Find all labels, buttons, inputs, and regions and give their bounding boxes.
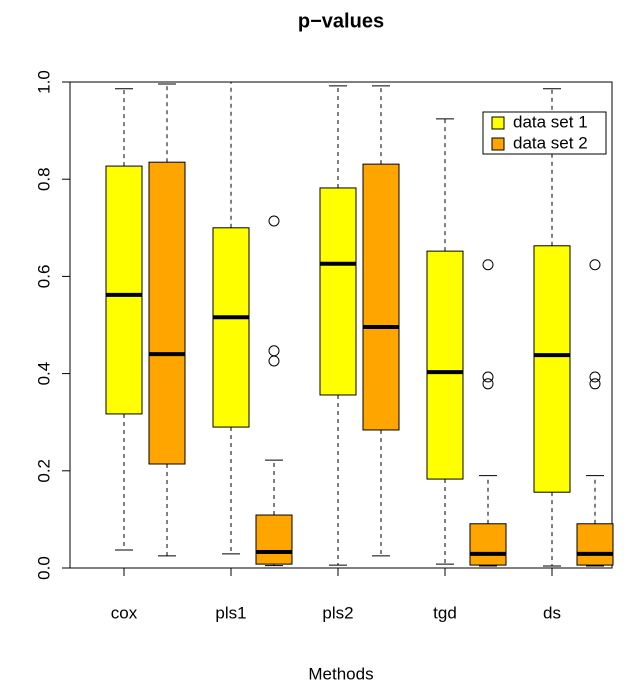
box [362, 163, 400, 431]
box [212, 227, 250, 428]
x-tick-label: pls1 [215, 603, 246, 622]
y-tick-label: 0.0 [34, 556, 53, 580]
outlier [589, 371, 601, 383]
y-tick-label: 0.4 [34, 362, 53, 386]
y-tick-label: 0.8 [34, 167, 53, 191]
outlier [482, 259, 494, 271]
box [105, 165, 143, 415]
y-tick-label: 1.0 [34, 70, 53, 94]
box [576, 523, 614, 566]
legend-swatch [491, 137, 505, 151]
y-tick-label: 0.6 [34, 265, 53, 289]
outlier [268, 345, 280, 357]
x-tick-label: ds [543, 603, 561, 622]
x-tick-label: cox [111, 603, 138, 622]
box [319, 187, 357, 396]
box [426, 250, 464, 480]
box [255, 514, 293, 565]
chart-title: p−values [298, 10, 384, 32]
outlier [268, 215, 280, 227]
outlier [482, 378, 494, 390]
x-axis-label: Methods [308, 664, 373, 683]
x-tick-label: tgd [433, 603, 457, 622]
outlier [482, 371, 494, 383]
outlier [268, 355, 280, 367]
outlier [589, 259, 601, 271]
box [469, 523, 507, 566]
legend-swatch [491, 116, 505, 130]
y-tick-label: 0.2 [34, 459, 53, 483]
box [533, 245, 571, 493]
x-tick-label: pls2 [322, 603, 353, 622]
outlier [589, 378, 601, 390]
plot-frame [69, 81, 613, 569]
box [148, 161, 186, 465]
legend-label: data set 2 [513, 133, 588, 152]
legend-label: data set 1 [513, 112, 588, 131]
